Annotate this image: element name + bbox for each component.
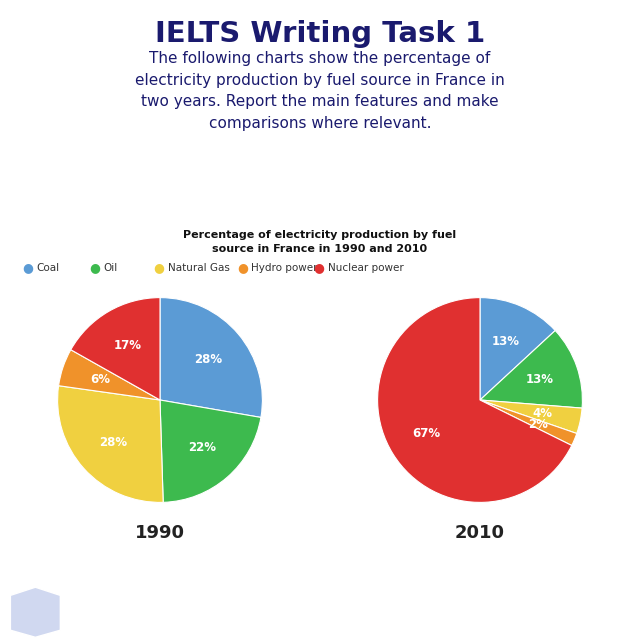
Polygon shape <box>10 588 60 637</box>
Wedge shape <box>480 298 556 400</box>
Text: 6%: 6% <box>90 373 110 386</box>
Text: Coal: Coal <box>36 262 60 273</box>
Text: The following charts show the percentage of
electricity production by fuel sourc: The following charts show the percentage… <box>135 51 505 131</box>
Text: 28%: 28% <box>99 436 127 449</box>
Text: ●: ● <box>314 261 324 274</box>
Wedge shape <box>378 298 572 502</box>
Text: 67%: 67% <box>412 427 440 440</box>
Text: Natural Gas: Natural Gas <box>168 262 230 273</box>
Text: ●: ● <box>90 261 100 274</box>
Text: 4%: 4% <box>532 406 552 419</box>
Wedge shape <box>58 386 163 502</box>
Text: 22%: 22% <box>188 442 216 454</box>
Text: IELTS Writing Task 1: IELTS Writing Task 1 <box>155 20 485 49</box>
Text: 2%: 2% <box>529 418 548 431</box>
Text: ●: ● <box>154 261 164 274</box>
Wedge shape <box>160 400 261 502</box>
Wedge shape <box>480 400 582 433</box>
Text: 13%: 13% <box>526 372 554 386</box>
Text: 2010: 2010 <box>455 524 505 541</box>
Text: 28%: 28% <box>195 353 223 365</box>
Text: 1990: 1990 <box>135 524 185 541</box>
Wedge shape <box>71 298 160 400</box>
Text: www.AEHelp.com: www.AEHelp.com <box>87 604 264 622</box>
Wedge shape <box>59 349 160 400</box>
Text: 17%: 17% <box>114 339 142 352</box>
Wedge shape <box>160 298 262 417</box>
Text: ●: ● <box>237 261 248 274</box>
Text: Oil: Oil <box>104 262 118 273</box>
Text: Percentage of electricity production by fuel
source in France in 1990 and 2010: Percentage of electricity production by … <box>184 230 456 254</box>
Wedge shape <box>480 330 582 408</box>
Text: Nuclear power: Nuclear power <box>328 262 403 273</box>
Text: ●: ● <box>22 261 33 274</box>
Wedge shape <box>480 400 577 445</box>
Text: 13%: 13% <box>492 335 520 348</box>
Text: Hydro power: Hydro power <box>251 262 317 273</box>
